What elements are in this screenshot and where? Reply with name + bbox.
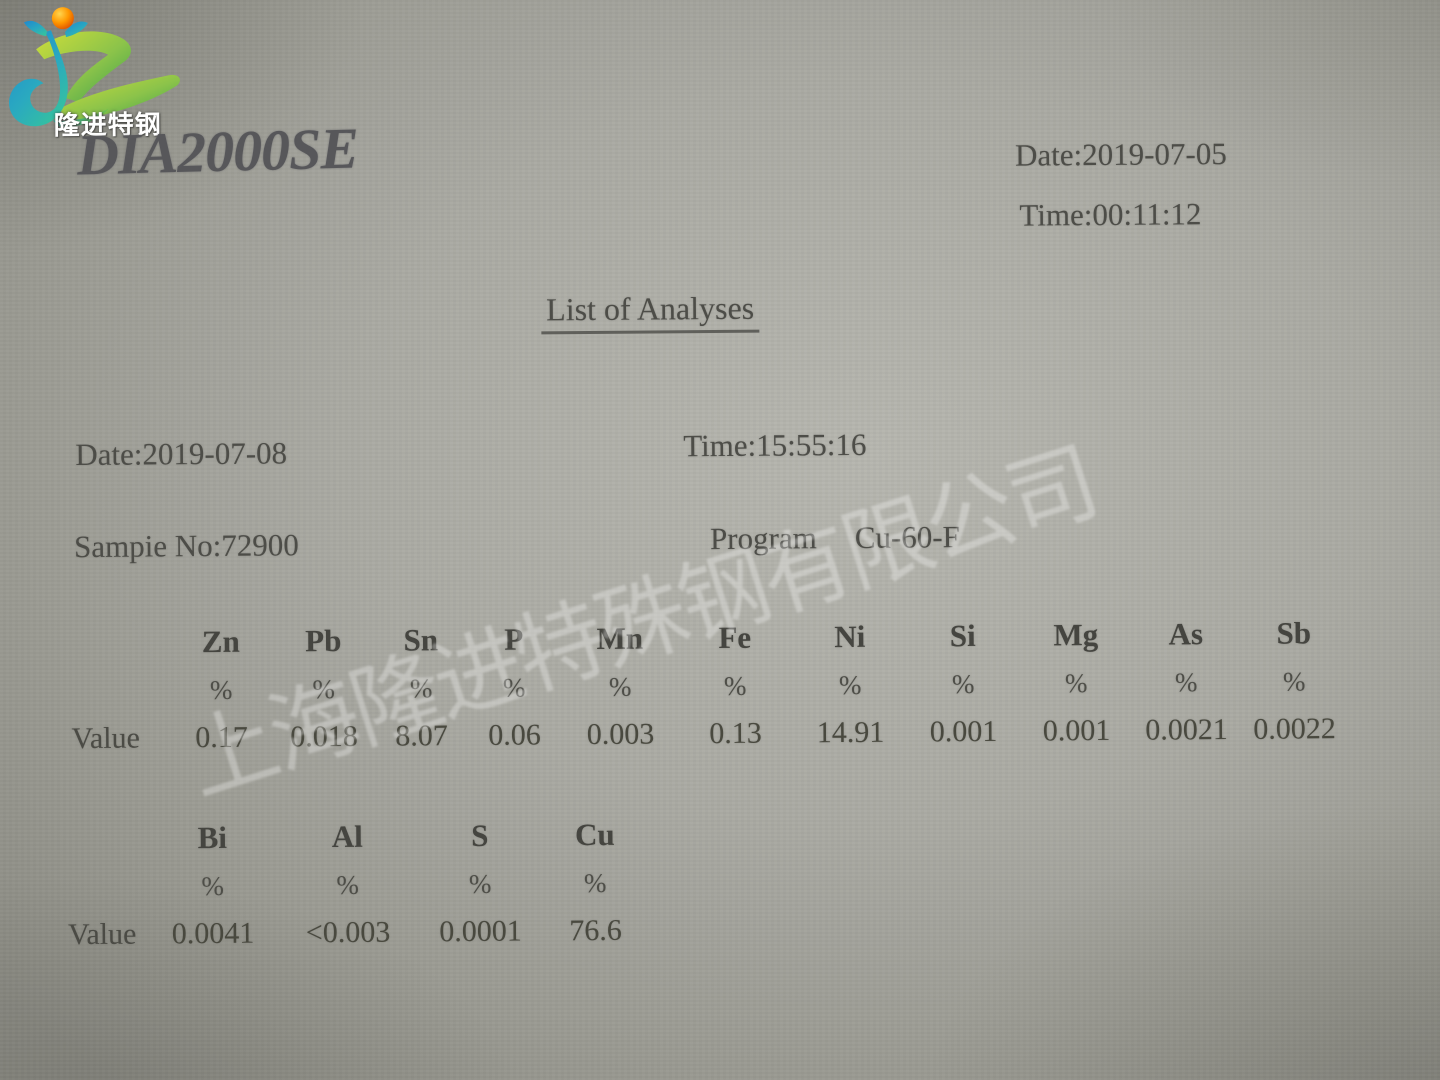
element-symbol: As (1168, 616, 1204, 652)
value-cell: 0.0001 (439, 914, 522, 949)
value-cell: 0.0021 (1145, 713, 1228, 747)
element-symbol: Mn (596, 620, 644, 656)
analysis-table-2: Bi Al S Cu%%%% Value 0.0041 <0.003 0.0001 76.6 (57, 811, 653, 960)
sample-number: Sampie No:72900 (73, 527, 299, 565)
value-cell: 0.0022 (1253, 712, 1336, 746)
program-row: Program Cu-60-F (710, 519, 960, 557)
element-symbol: Al (331, 818, 363, 855)
print-date: Date:2019-07-05 (1014, 136, 1227, 173)
value-cell: 0.003 (586, 717, 655, 752)
value-cell: 0.001 (929, 714, 998, 749)
element-symbol: Bi (197, 819, 228, 856)
value-cell: 8.07 (395, 719, 448, 753)
element-symbol: Zn (201, 623, 240, 660)
unit-percent: % (838, 669, 862, 700)
analysis-time: Time:15:55:16 (683, 426, 867, 464)
value-cell: 0.17 (195, 720, 248, 755)
unit-percent: % (201, 870, 225, 901)
element-symbol: P (504, 621, 524, 657)
value-row-label: Value (67, 917, 137, 952)
element-symbol: Si (949, 617, 976, 654)
spacer (58, 886, 153, 887)
unit-percent: % (336, 869, 360, 900)
spacer (61, 690, 171, 691)
unit-percent: % (502, 672, 526, 703)
value-cell: 0.13 (709, 716, 762, 751)
logo-ball-icon (51, 7, 74, 30)
report-heading: List of Analyses (541, 289, 760, 335)
value-cell: 0.001 (1042, 713, 1111, 748)
unit-percent: % (209, 674, 233, 705)
unit-percent: % (583, 867, 607, 898)
unit-percent: % (312, 673, 336, 704)
value-cell: 0.0041 (171, 916, 255, 951)
unit-percent: % (951, 668, 975, 699)
element-symbol: Sn (403, 622, 439, 658)
print-time: Time:00:11:12 (1019, 196, 1202, 233)
unit-percent: % (608, 671, 632, 702)
value-row-label: Value (71, 721, 140, 756)
unit-percent: % (1174, 666, 1198, 697)
analysis-table-1: Zn Pb Sn P Mn Fe Ni Si Mg As Sb%%%%%%%%%%% Value 0.1… (61, 609, 1351, 763)
instrument-title: DIA2000SE (76, 115, 359, 188)
value-cell: 76.6 (569, 913, 622, 948)
unit-percent: % (468, 868, 492, 899)
value-cell: 14.91 (816, 715, 885, 750)
value-cell: 0.018 (290, 719, 358, 754)
value-cell: <0.003 (305, 915, 391, 950)
spacer (57, 838, 152, 839)
element-symbol: Pb (305, 622, 342, 659)
unit-percent: % (409, 672, 433, 703)
spacer (61, 642, 171, 643)
program-value: Cu-60-F (854, 519, 960, 555)
unit-percent: % (723, 670, 747, 701)
element-symbol: Cu (574, 816, 615, 853)
unit-percent: % (1282, 665, 1306, 697)
unit-percent: % (1064, 667, 1088, 698)
logo-graphic (9, 7, 180, 127)
element-symbol: Sb (1276, 615, 1312, 651)
element-symbol: Fe (718, 619, 752, 656)
element-symbol: S (471, 817, 489, 853)
value-cell: 0.06 (488, 718, 541, 752)
program-label: Program (709, 520, 817, 557)
element-symbol: Ni (834, 618, 866, 655)
element-symbol: Mg (1053, 617, 1099, 653)
analysis-date: Date:2019-07-08 (75, 435, 288, 473)
company-logo: 隆进特钢 (2, 4, 203, 156)
